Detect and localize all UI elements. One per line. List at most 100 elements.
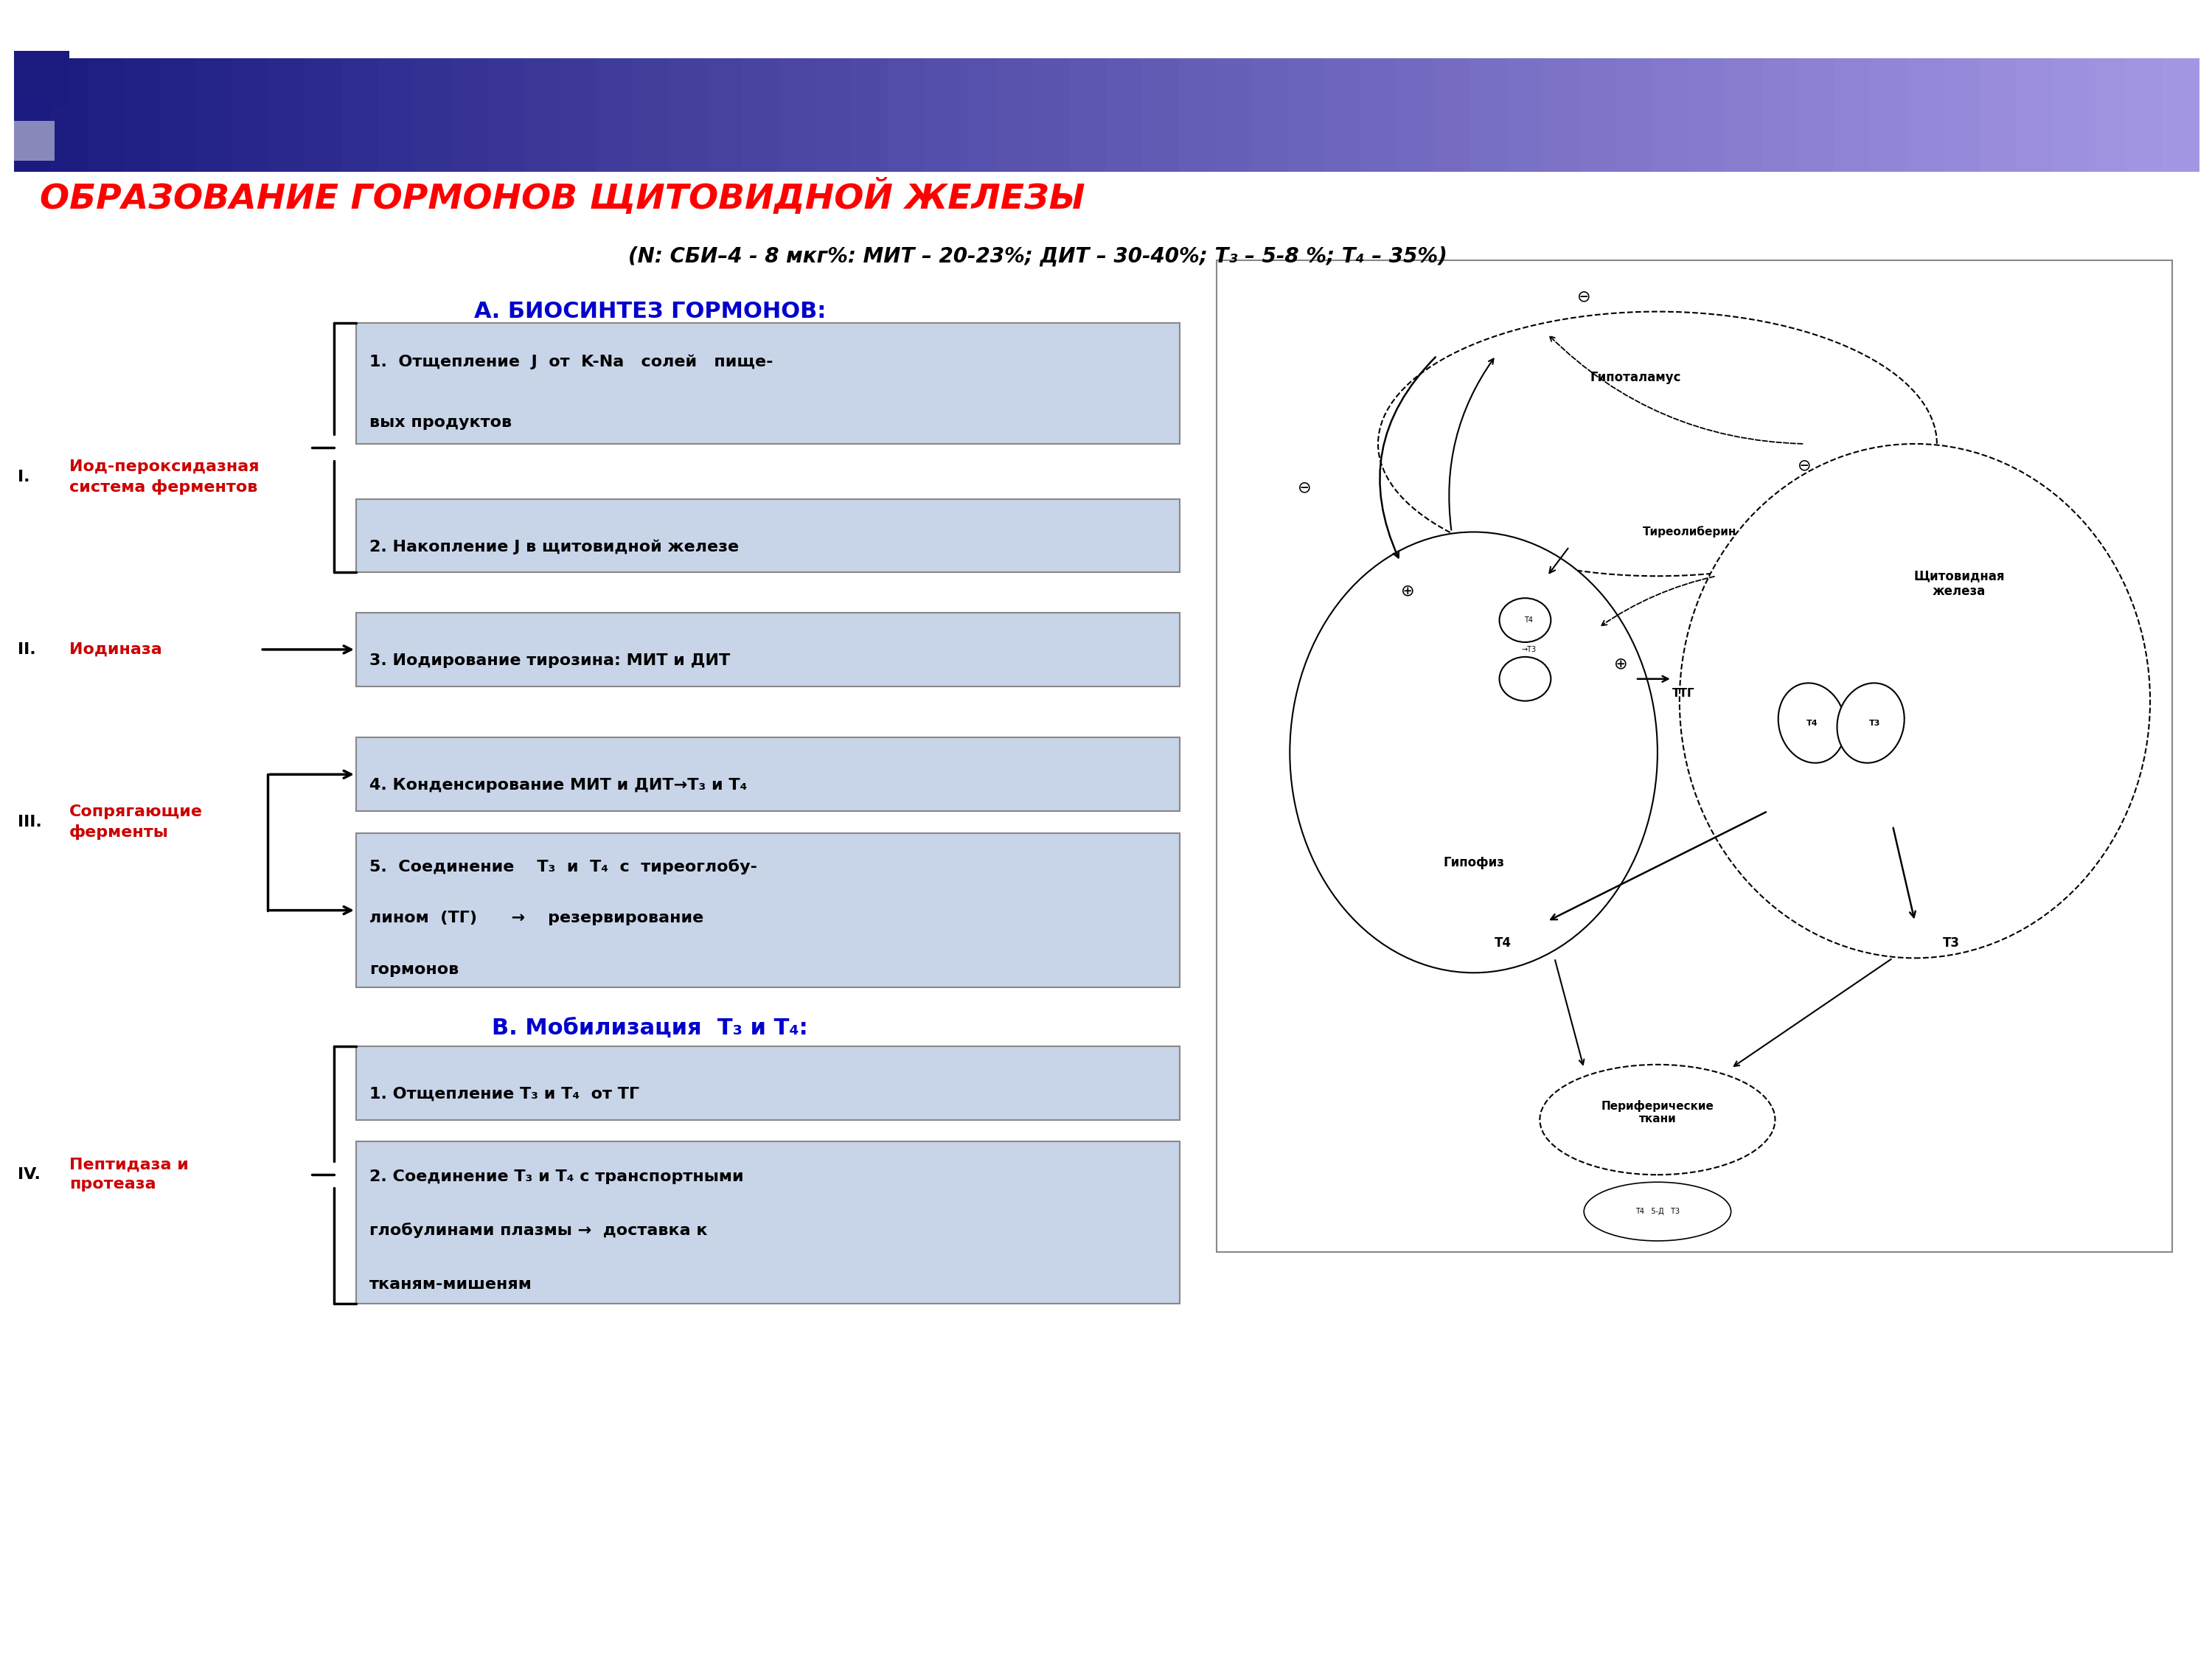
FancyBboxPatch shape bbox=[2088, 58, 2126, 173]
Text: Иодиназа: Иодиназа bbox=[69, 642, 161, 657]
Text: ⊕: ⊕ bbox=[1400, 584, 1413, 599]
FancyBboxPatch shape bbox=[1798, 58, 1836, 173]
Text: (N: СБИ–4 - 8 мкг%: МИТ – 20-23%; ДИТ – 30-40%; Т₃ – 5-8 %; Т₄ – 35%): (N: СБИ–4 - 8 мкг%: МИТ – 20-23%; ДИТ – … bbox=[628, 246, 1447, 267]
Text: IV.: IV. bbox=[18, 1168, 40, 1183]
FancyBboxPatch shape bbox=[887, 58, 925, 173]
FancyBboxPatch shape bbox=[1398, 58, 1436, 173]
FancyBboxPatch shape bbox=[159, 58, 197, 173]
FancyBboxPatch shape bbox=[1615, 58, 1652, 173]
Text: лином  (ТГ)      →    резервирование: лином (ТГ) → резервирование bbox=[369, 911, 703, 926]
Ellipse shape bbox=[1838, 684, 1905, 763]
Text: I.: I. bbox=[18, 469, 31, 484]
Text: II.: II. bbox=[18, 642, 35, 657]
FancyBboxPatch shape bbox=[1579, 58, 1617, 173]
Text: III.: III. bbox=[18, 815, 42, 830]
FancyBboxPatch shape bbox=[741, 58, 781, 173]
Ellipse shape bbox=[1290, 533, 1657, 972]
FancyBboxPatch shape bbox=[378, 58, 416, 173]
FancyBboxPatch shape bbox=[1033, 58, 1071, 173]
FancyBboxPatch shape bbox=[1725, 58, 1763, 173]
Text: Сопрягающие
ферменты: Сопрягающие ферменты bbox=[69, 805, 204, 839]
Text: Т4: Т4 bbox=[1524, 617, 1533, 624]
Text: Щитовидная
железа: Щитовидная железа bbox=[1913, 569, 2004, 597]
Ellipse shape bbox=[1540, 1065, 1774, 1175]
FancyBboxPatch shape bbox=[270, 58, 307, 173]
Text: 3. Иодирование тирозина: МИТ и ДИТ: 3. Иодирование тирозина: МИТ и ДИТ bbox=[369, 654, 730, 669]
Text: Т4: Т4 bbox=[1807, 720, 1818, 727]
FancyBboxPatch shape bbox=[706, 58, 743, 173]
Text: А. БИОСИНТЕЗ ГОРМОНОВ:: А. БИОСИНТЕЗ ГОРМОНОВ: bbox=[473, 300, 825, 322]
Ellipse shape bbox=[1500, 599, 1551, 642]
FancyBboxPatch shape bbox=[960, 58, 998, 173]
FancyBboxPatch shape bbox=[13, 121, 55, 161]
Text: ОБРАЗОВАНИЕ ГОРМОНОВ ЩИТОВИДНОЙ ЖЕЛЕЗЫ: ОБРАЗОВАНИЕ ГОРМОНОВ ЩИТОВИДНОЙ ЖЕЛЕЗЫ bbox=[40, 179, 1086, 216]
FancyBboxPatch shape bbox=[1433, 58, 1471, 173]
FancyBboxPatch shape bbox=[356, 1047, 1179, 1120]
FancyBboxPatch shape bbox=[998, 58, 1035, 173]
FancyBboxPatch shape bbox=[1542, 58, 1582, 173]
FancyBboxPatch shape bbox=[1325, 58, 1363, 173]
Text: Т4   5-Д   Т3: Т4 5-Д Т3 bbox=[1635, 1208, 1679, 1214]
Text: Тиреолиберин: Тиреолиберин bbox=[1644, 526, 1736, 538]
FancyBboxPatch shape bbox=[1834, 58, 1871, 173]
FancyBboxPatch shape bbox=[779, 58, 816, 173]
FancyBboxPatch shape bbox=[451, 58, 489, 173]
Text: Периферические
ткани: Периферические ткани bbox=[1601, 1100, 1714, 1125]
Ellipse shape bbox=[1378, 312, 1938, 576]
FancyBboxPatch shape bbox=[925, 58, 962, 173]
FancyBboxPatch shape bbox=[1688, 58, 1725, 173]
FancyBboxPatch shape bbox=[2053, 58, 2090, 173]
FancyBboxPatch shape bbox=[356, 499, 1179, 572]
Ellipse shape bbox=[1584, 1183, 1732, 1241]
FancyBboxPatch shape bbox=[1214, 58, 1252, 173]
FancyBboxPatch shape bbox=[2126, 58, 2163, 173]
FancyBboxPatch shape bbox=[1942, 58, 1982, 173]
Text: Т4: Т4 bbox=[1495, 937, 1511, 951]
Text: 2. Соединение Т₃ и Т₄ с транспортными: 2. Соединение Т₃ и Т₄ с транспортными bbox=[369, 1170, 743, 1185]
FancyBboxPatch shape bbox=[1506, 58, 1544, 173]
FancyBboxPatch shape bbox=[2161, 58, 2199, 173]
Text: ⊕: ⊕ bbox=[1615, 657, 1628, 672]
Text: тканям-мишеням: тканям-мишеням bbox=[369, 1277, 533, 1292]
Text: 2. Накопление J в щитовидной железе: 2. Накопление J в щитовидной железе bbox=[369, 539, 739, 554]
FancyBboxPatch shape bbox=[232, 58, 270, 173]
FancyBboxPatch shape bbox=[1871, 58, 1909, 173]
Text: гормонов: гормонов bbox=[369, 962, 458, 977]
FancyBboxPatch shape bbox=[814, 58, 852, 173]
FancyBboxPatch shape bbox=[1179, 58, 1217, 173]
Text: ⊖: ⊖ bbox=[1798, 458, 1812, 473]
FancyBboxPatch shape bbox=[356, 833, 1179, 987]
FancyBboxPatch shape bbox=[1471, 58, 1509, 173]
FancyBboxPatch shape bbox=[1360, 58, 1398, 173]
Text: →Т3: →Т3 bbox=[1522, 645, 1535, 654]
FancyBboxPatch shape bbox=[597, 58, 635, 173]
FancyBboxPatch shape bbox=[1141, 58, 1181, 173]
FancyBboxPatch shape bbox=[1217, 260, 2172, 1253]
Text: Гипоталамус: Гипоталамус bbox=[1590, 372, 1681, 385]
FancyBboxPatch shape bbox=[86, 58, 124, 173]
Text: 1.  Отщепление  J  от  K-Na   солей   пище-: 1. Отщепление J от K-Na солей пище- bbox=[369, 355, 772, 370]
FancyBboxPatch shape bbox=[341, 58, 380, 173]
FancyBboxPatch shape bbox=[1252, 58, 1290, 173]
Text: ⊖: ⊖ bbox=[1298, 481, 1312, 496]
Text: ТТГ: ТТГ bbox=[1672, 688, 1694, 698]
Ellipse shape bbox=[1778, 684, 1845, 763]
FancyBboxPatch shape bbox=[852, 58, 889, 173]
Text: Пептидаза и
протеаза: Пептидаза и протеаза bbox=[69, 1158, 188, 1191]
FancyBboxPatch shape bbox=[13, 51, 69, 106]
Text: Т3: Т3 bbox=[1869, 720, 1880, 727]
FancyBboxPatch shape bbox=[356, 612, 1179, 687]
FancyBboxPatch shape bbox=[356, 738, 1179, 811]
FancyBboxPatch shape bbox=[633, 58, 670, 173]
Text: глобулинами плазмы →  доставка к: глобулинами плазмы → доставка к bbox=[369, 1223, 708, 1238]
Text: 1. Отщепление Т₃ и Т₄  от ТГ: 1. Отщепление Т₃ и Т₄ от ТГ bbox=[369, 1087, 639, 1102]
FancyBboxPatch shape bbox=[356, 1141, 1179, 1304]
FancyBboxPatch shape bbox=[414, 58, 451, 173]
FancyBboxPatch shape bbox=[1980, 58, 2017, 173]
FancyBboxPatch shape bbox=[560, 58, 597, 173]
FancyBboxPatch shape bbox=[305, 58, 343, 173]
FancyBboxPatch shape bbox=[1761, 58, 1798, 173]
Text: Т3: Т3 bbox=[1942, 937, 1960, 951]
FancyBboxPatch shape bbox=[1287, 58, 1325, 173]
FancyBboxPatch shape bbox=[356, 322, 1179, 445]
